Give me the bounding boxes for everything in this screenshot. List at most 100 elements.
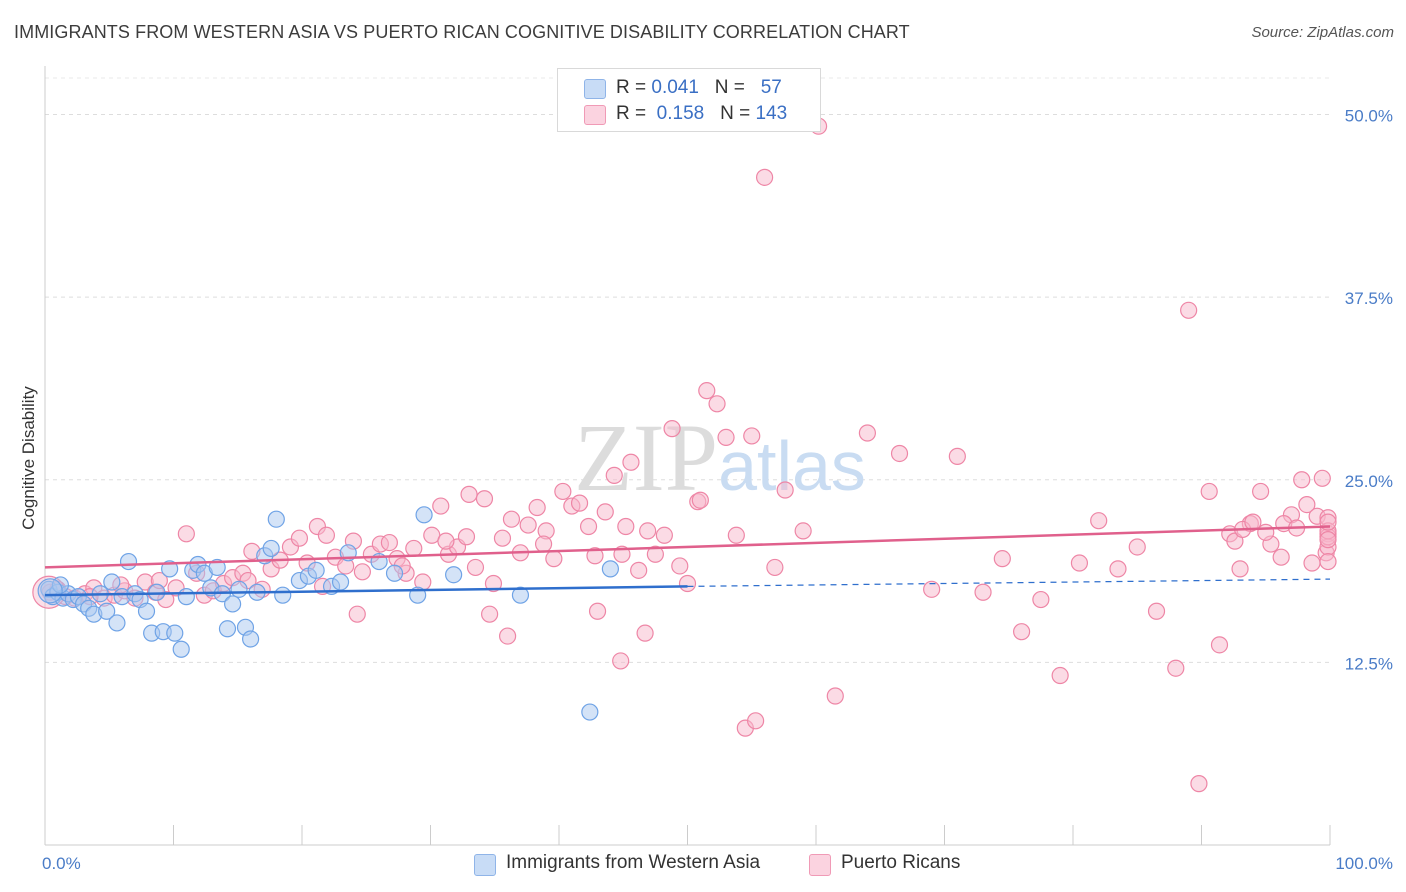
data-point xyxy=(267,510,285,528)
data-point xyxy=(630,561,648,579)
data-point-cluster xyxy=(37,578,63,604)
data-point xyxy=(1180,301,1198,319)
data-point xyxy=(230,580,248,598)
legend-text: R = 0.041 N = 57 xyxy=(616,77,782,98)
data-point xyxy=(766,558,784,577)
y-tick-label: 25.0% xyxy=(1345,472,1393,491)
data-point xyxy=(1051,666,1069,685)
data-point xyxy=(1272,548,1290,566)
data-point xyxy=(612,652,630,670)
legend-swatch-puerto-ricans xyxy=(584,105,606,125)
data-point xyxy=(98,602,116,620)
data-point xyxy=(636,624,654,642)
data-point xyxy=(262,539,280,558)
data-point xyxy=(1298,495,1316,514)
data-point xyxy=(974,583,992,601)
r-value: 0.158 xyxy=(656,103,705,124)
trend-line-puerto-ricans xyxy=(44,525,1331,569)
data-point xyxy=(622,453,640,471)
data-point xyxy=(475,490,494,508)
data-point xyxy=(481,605,499,623)
data-point xyxy=(307,561,325,579)
data-point xyxy=(826,687,844,705)
data-point xyxy=(588,602,607,620)
data-point xyxy=(290,529,309,547)
stats-legend: R = 0.041 N = 57 R = 0.158 N = 143 xyxy=(557,68,821,132)
data-point xyxy=(1147,602,1166,620)
data-point xyxy=(466,558,485,577)
data-point xyxy=(108,614,126,632)
trend-line-western-asia xyxy=(44,585,688,597)
y-tick-label: 12.5% xyxy=(1345,654,1393,673)
data-point xyxy=(519,516,537,534)
data-point xyxy=(655,526,673,544)
data-point xyxy=(691,491,709,509)
data-point xyxy=(586,547,604,565)
data-point xyxy=(242,630,260,648)
data-point xyxy=(317,526,336,544)
data-point xyxy=(1200,482,1218,501)
data-point xyxy=(432,497,450,515)
legend-swatch xyxy=(809,854,831,876)
data-point xyxy=(708,395,726,413)
y-tick-label: 50.0% xyxy=(1345,107,1393,126)
data-point xyxy=(148,583,166,601)
data-point xyxy=(794,522,812,540)
data-point xyxy=(274,586,292,604)
data-point xyxy=(103,573,121,591)
data-point xyxy=(1012,623,1031,641)
data-point xyxy=(1032,590,1050,609)
data-point xyxy=(218,620,237,638)
data-point xyxy=(161,560,179,578)
data-point xyxy=(1303,554,1321,572)
data-point xyxy=(353,563,371,581)
data-point xyxy=(755,168,774,186)
data-point xyxy=(348,605,366,623)
data-point xyxy=(528,498,546,517)
n-value: 143 xyxy=(755,103,788,124)
data-point xyxy=(1313,469,1331,487)
data-point xyxy=(437,532,455,550)
data-point xyxy=(534,535,553,553)
data-point xyxy=(545,550,563,568)
data-point xyxy=(405,539,423,558)
data-point xyxy=(1319,531,1337,549)
data-point xyxy=(177,525,195,543)
data-point xyxy=(415,506,433,524)
y-tick-labels: 12.5% 25.0% 37.5% 50.0% xyxy=(1345,107,1393,674)
data-point xyxy=(1190,775,1208,793)
data-point xyxy=(646,545,664,563)
data-point xyxy=(119,552,138,571)
n-value: 57 xyxy=(760,77,782,98)
data-point xyxy=(554,482,572,501)
y-axis-label: Cognitive Disability xyxy=(19,386,38,530)
data-point xyxy=(581,703,599,721)
data-point xyxy=(993,550,1011,568)
data-point xyxy=(1090,512,1108,530)
data-point xyxy=(502,510,521,528)
data-point xyxy=(511,586,530,604)
data-point xyxy=(493,529,512,547)
data-point xyxy=(948,447,966,465)
y-tick-label: 37.5% xyxy=(1345,289,1393,308)
data-point xyxy=(678,574,697,593)
data-point xyxy=(617,517,635,536)
data-point xyxy=(727,526,745,544)
data-point xyxy=(743,427,761,445)
x-tick-label: 100.0% xyxy=(1335,854,1393,873)
trend-line-western-asia-projection xyxy=(687,578,1331,588)
data-point xyxy=(484,574,503,593)
data-point xyxy=(579,517,598,536)
axes xyxy=(44,66,1331,846)
watermark-zip: ZIP xyxy=(574,404,718,511)
legend-swatch-western-asia xyxy=(584,79,606,99)
data-point xyxy=(1252,482,1270,501)
data-point xyxy=(596,503,614,521)
data-point xyxy=(570,494,589,512)
data-point xyxy=(1070,554,1089,572)
data-point xyxy=(460,485,478,503)
data-point xyxy=(457,528,476,546)
data-point xyxy=(385,564,404,582)
data-point xyxy=(172,640,190,658)
